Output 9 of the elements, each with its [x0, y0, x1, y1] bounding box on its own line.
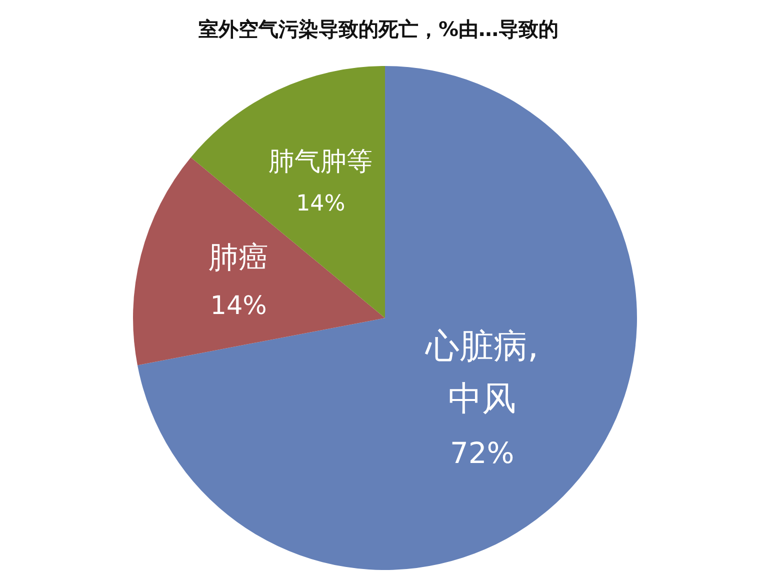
slice-label: 肺气肿等 — [268, 147, 373, 178]
data-label: 14% — [210, 291, 267, 322]
slice-label: 心脏病, 中风 — [424, 326, 538, 420]
data-label: 14% — [296, 190, 346, 216]
pie-slice — [190, 66, 385, 318]
chart-title: 室外空气污染导致的死亡，%由…导致的 — [198, 17, 559, 41]
slice-label: 肺癌 — [208, 240, 269, 276]
data-label: 72% — [450, 436, 514, 470]
pie-slice — [137, 66, 637, 570]
